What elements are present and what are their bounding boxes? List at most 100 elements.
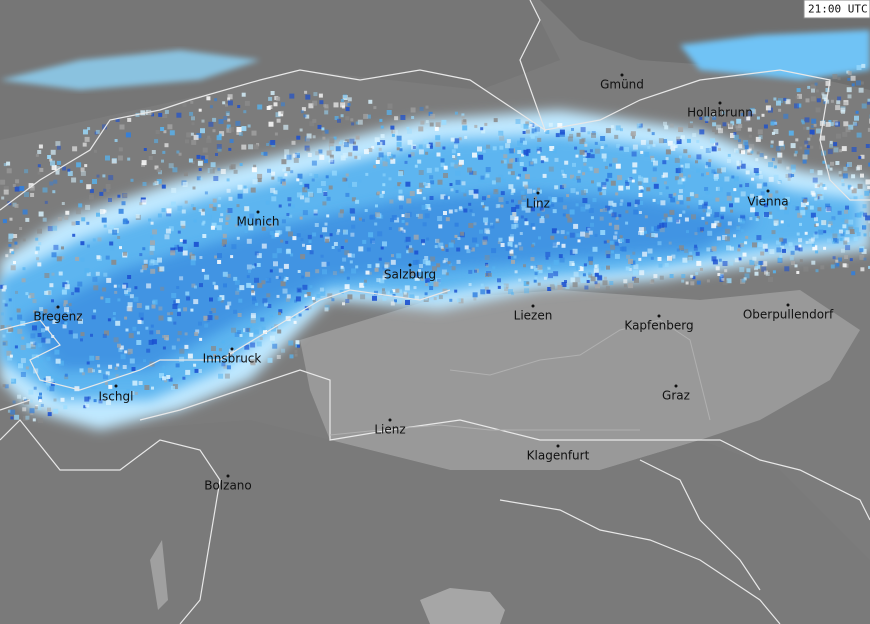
speckle — [724, 228, 730, 234]
speckle — [112, 229, 118, 235]
speckle — [785, 199, 791, 205]
speckle — [844, 219, 849, 224]
speckle — [349, 138, 355, 144]
speckle — [805, 240, 809, 244]
speckle — [424, 213, 430, 219]
speckle — [815, 223, 819, 227]
speckle — [379, 278, 385, 284]
speckle — [45, 376, 51, 382]
speckle — [724, 176, 730, 182]
speckle — [344, 239, 348, 243]
speckle — [412, 260, 418, 265]
speckle — [161, 159, 164, 163]
speckle — [60, 397, 65, 402]
speckle — [500, 150, 504, 154]
speckle — [624, 147, 630, 152]
speckle — [652, 143, 656, 147]
speckle — [791, 174, 795, 177]
speckle — [212, 198, 217, 203]
speckle — [96, 174, 100, 178]
speckle — [719, 274, 724, 279]
speckle — [484, 255, 490, 260]
speckle — [424, 183, 428, 187]
speckle — [286, 167, 291, 172]
speckle — [271, 171, 276, 176]
speckle — [839, 237, 843, 241]
speckle — [93, 309, 97, 313]
speckle — [235, 290, 240, 295]
speckle — [447, 261, 451, 265]
speckle — [534, 131, 539, 136]
speckle — [320, 290, 326, 296]
timestamp-box: 21:00 UTC — [803, 0, 870, 19]
speckle — [405, 300, 410, 305]
speckle — [510, 192, 514, 195]
speckle — [337, 229, 341, 233]
speckle — [485, 167, 491, 172]
speckle — [324, 307, 329, 312]
speckle — [34, 317, 40, 323]
speckle — [708, 159, 712, 163]
speckle — [514, 223, 519, 228]
speckle — [262, 298, 268, 304]
speckle — [830, 264, 835, 269]
speckle — [182, 239, 187, 244]
speckle — [435, 141, 441, 147]
speckle — [583, 263, 587, 267]
speckle — [797, 103, 802, 108]
speckle — [340, 114, 344, 118]
speckle — [17, 394, 22, 399]
speckle — [409, 191, 415, 196]
speckle — [625, 180, 628, 184]
speckle — [184, 332, 188, 336]
speckle — [550, 235, 555, 240]
speckle — [638, 193, 643, 197]
speckle — [35, 237, 39, 241]
speckle — [436, 238, 441, 243]
speckle — [177, 308, 181, 312]
speckle — [71, 292, 75, 296]
speckle — [390, 156, 394, 160]
speckle — [269, 230, 274, 235]
speckle — [112, 317, 116, 321]
speckle — [847, 162, 852, 167]
speckle — [703, 201, 708, 206]
speckle — [548, 166, 554, 172]
speckle — [140, 269, 144, 273]
speckle — [309, 285, 313, 289]
speckle — [712, 128, 717, 132]
speckle — [497, 241, 501, 244]
speckle — [789, 256, 794, 261]
speckle — [112, 312, 116, 315]
speckle — [795, 95, 799, 99]
speckle — [628, 268, 632, 271]
speckle — [480, 283, 484, 287]
speckle — [379, 193, 384, 198]
speckle — [781, 241, 785, 246]
speckle — [15, 179, 20, 184]
speckle — [171, 293, 177, 298]
speckle — [593, 168, 599, 174]
speckle — [717, 273, 721, 276]
speckle — [482, 196, 486, 201]
speckle — [731, 175, 735, 179]
speckle — [398, 195, 404, 201]
speckle — [551, 197, 557, 202]
speckle — [229, 348, 234, 354]
speckle — [619, 235, 623, 239]
speckle — [304, 183, 310, 189]
speckle — [610, 180, 616, 186]
speckle — [593, 268, 599, 274]
speckle — [688, 123, 694, 128]
speckle — [862, 225, 867, 229]
speckle — [345, 299, 350, 303]
speckle — [779, 254, 783, 258]
speckle — [257, 173, 263, 179]
speckle — [99, 209, 105, 215]
speckle — [172, 384, 178, 389]
speckle — [495, 177, 501, 183]
speckle — [103, 188, 107, 192]
speckle — [443, 258, 448, 263]
speckle — [141, 160, 147, 166]
speckle — [532, 158, 538, 164]
